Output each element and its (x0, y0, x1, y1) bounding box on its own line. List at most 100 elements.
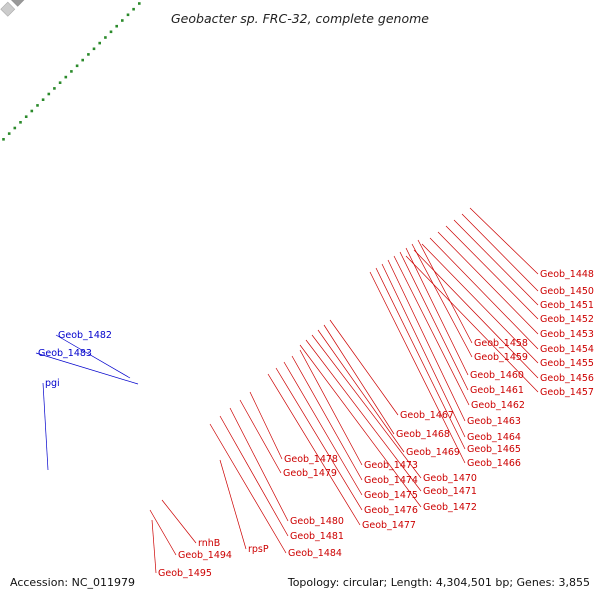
gene-label: Geob_1464 (467, 432, 521, 443)
gene-label: Geob_1465 (467, 444, 521, 455)
gene-label: Geob_1471 (423, 486, 477, 497)
gene-label: Geob_1474 (364, 475, 418, 486)
gc-dot (58, 81, 62, 84)
label-leader-line (229, 407, 289, 522)
label-leader-line (405, 247, 469, 376)
label-leader-line (411, 243, 473, 358)
gc-dot (81, 58, 84, 62)
label-leader-line (329, 319, 399, 416)
label-leader-line (381, 263, 466, 438)
label-leader-line (461, 213, 539, 292)
gene-label: Geob_1450 (540, 286, 594, 297)
label-leader-line (267, 373, 361, 526)
gene-label: Geob_1451 (540, 300, 594, 311)
gene-label: rnhB (198, 538, 220, 549)
label-leader-line (393, 255, 470, 406)
gene-label: Geob_1480 (290, 516, 344, 527)
gene-label: pgi (45, 378, 60, 389)
label-leader-line (239, 399, 282, 474)
gene-label: Geob_1473 (364, 460, 418, 471)
gc-dot (138, 2, 141, 5)
gene-label: Geob_1472 (423, 502, 477, 513)
gc-dot (53, 87, 56, 90)
gene-label: Geob_1455 (540, 358, 594, 369)
gene-label: Geob_1466 (467, 458, 521, 469)
gc-dot (24, 115, 28, 118)
label-leader-line (209, 423, 287, 554)
label-leader-line (299, 349, 363, 466)
label-leader-line (469, 207, 539, 275)
label-leader-line (399, 251, 469, 391)
label-leader-line (291, 355, 363, 481)
gene-label: Geob_1448 (540, 269, 594, 280)
label-leader-line (149, 509, 177, 556)
gene-label: Geob_1467 (400, 410, 454, 421)
gc-dot (47, 92, 51, 96)
label-leader-line (161, 499, 197, 544)
gc-dot (41, 98, 45, 101)
gc-dot (64, 75, 68, 79)
label-leader-line (369, 271, 466, 464)
gene-label: Geob_1495 (158, 568, 212, 579)
gene-label: Geob_1482 (58, 330, 112, 341)
label-leader-line (375, 267, 466, 450)
label-leader-line (405, 255, 539, 393)
gene-label: Geob_1484 (288, 548, 342, 559)
gc-dot (109, 30, 113, 34)
gc-content-band (2, 2, 141, 141)
gene-label: Geob_1454 (540, 344, 594, 355)
gene-label: Geob_1483 (38, 348, 92, 359)
gc-dot (104, 36, 107, 39)
label-leader-line (387, 259, 466, 422)
gene-label: Geob_1453 (540, 329, 594, 340)
gene-block (0, 1, 16, 17)
gene-label: Geob_1462 (471, 400, 525, 411)
label-leader-line (219, 459, 247, 550)
label-leader-line (429, 237, 539, 350)
map-title: Geobacter sp. FRC-32, complete genome (171, 11, 429, 26)
gc-dot (19, 121, 22, 124)
label-leader-line (437, 231, 539, 335)
gene-label: Geob_1463 (467, 416, 521, 427)
accession-text: Accession: NC_011979 (10, 576, 135, 589)
gc-dot (30, 109, 34, 113)
gene-label: Geob_1469 (406, 447, 460, 458)
gc-dot (87, 53, 90, 56)
gene-label: Geob_1468 (396, 429, 450, 440)
gene-labels: Geob_1448 Geob_1450 Geob_1451 Geob_1452 Geob… (35, 207, 594, 579)
gene-label: Geob_1460 (470, 370, 524, 381)
gene-label: Geob_1476 (364, 505, 418, 516)
gc-dot (36, 104, 39, 107)
gc-dot (7, 132, 11, 135)
label-leader-line (55, 334, 131, 379)
label-leader-line (151, 519, 157, 574)
gene-label: Geob_1478 (284, 454, 338, 465)
gene-label: Geob_1456 (540, 373, 594, 384)
gc-dot (2, 138, 5, 141)
gene-label: Geob_1475 (364, 490, 418, 501)
gene-label: Geob_1459 (474, 352, 528, 363)
gene-label: Geob_1477 (362, 520, 416, 531)
gene-label: Geob_1458 (474, 338, 528, 349)
gc-dot (126, 13, 130, 17)
label-leader-line (311, 334, 422, 479)
label-leader-line (249, 391, 283, 460)
label-leader-line (317, 329, 405, 453)
topology-text: Topology: circular; Length: 4,304,501 bp… (287, 576, 590, 589)
gc-dot (98, 41, 101, 45)
label-leader-line (35, 352, 139, 385)
gene-label: Geob_1481 (290, 531, 344, 542)
label-leader-line (42, 382, 49, 471)
gene-label: rpsP (248, 544, 269, 555)
label-leader-line (283, 361, 363, 496)
gene-label: Geob_1494 (178, 550, 232, 561)
gc-dot (70, 70, 73, 73)
label-leader-line (445, 225, 539, 320)
gc-dot (13, 126, 17, 130)
gene-label: Geob_1457 (540, 387, 594, 398)
label-leader-line (421, 243, 539, 364)
gc-dot (132, 7, 135, 11)
label-leader-line (219, 415, 289, 537)
label-leader-line (275, 367, 363, 511)
